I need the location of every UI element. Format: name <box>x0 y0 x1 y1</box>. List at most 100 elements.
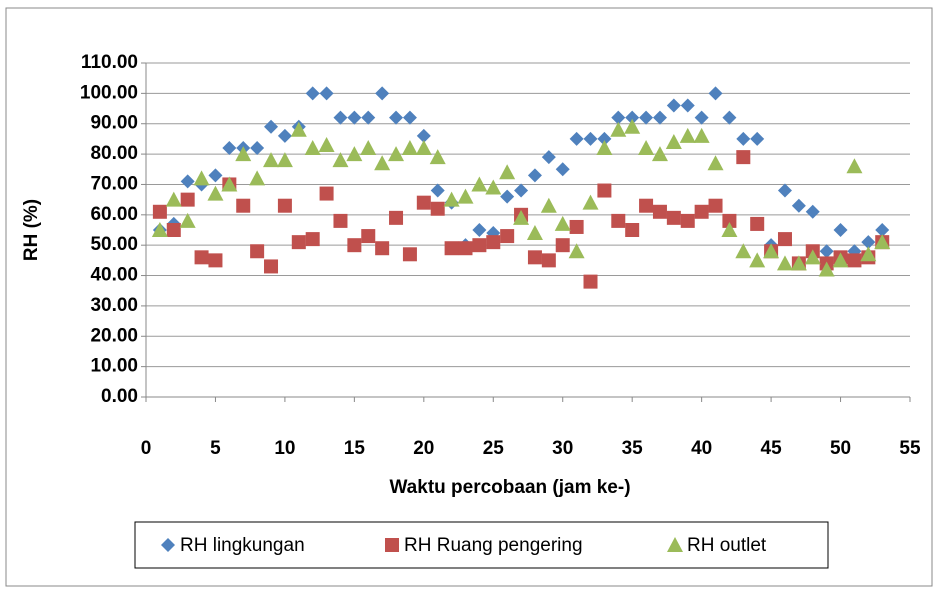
point <box>304 140 321 156</box>
point <box>485 179 502 195</box>
point <box>458 241 473 256</box>
point <box>500 189 515 204</box>
point <box>847 253 862 268</box>
point <box>736 150 751 165</box>
point <box>180 174 195 189</box>
point <box>486 235 501 250</box>
chart-frame <box>5 7 933 587</box>
legend-label: RH lingkungan <box>180 535 305 556</box>
point <box>541 253 556 268</box>
x-tick-label: 10 <box>274 438 295 459</box>
x-tick-label: 15 <box>344 438 366 459</box>
point <box>736 131 751 146</box>
point <box>707 155 724 171</box>
point <box>527 168 542 183</box>
y-axis-title: RH (%) <box>21 199 42 261</box>
point <box>457 188 474 204</box>
x-tick-label: 25 <box>483 438 505 459</box>
y-tick-label: 10.00 <box>90 356 138 377</box>
point <box>444 241 459 256</box>
point <box>639 110 654 125</box>
point <box>347 110 362 125</box>
point <box>596 140 613 156</box>
point <box>666 210 681 225</box>
point <box>860 246 877 262</box>
legend-label: RH outlet <box>687 535 767 556</box>
point <box>361 110 376 125</box>
y-tick-label: 20.00 <box>90 325 138 346</box>
point <box>319 186 334 201</box>
point <box>680 98 695 113</box>
x-axis-title: Waktu percobaan (jam ke-) <box>389 477 630 498</box>
y-tick-label: 110.00 <box>81 52 138 73</box>
point <box>665 133 682 149</box>
point <box>499 164 516 180</box>
point <box>402 110 417 125</box>
point <box>583 274 598 289</box>
point <box>277 198 292 213</box>
x-tick-label: 55 <box>899 438 921 459</box>
point <box>221 176 238 192</box>
point <box>276 152 293 168</box>
point <box>625 110 640 125</box>
point <box>360 140 377 156</box>
point <box>208 168 223 183</box>
point <box>777 232 792 247</box>
point <box>375 86 390 101</box>
legend-marker <box>667 537 683 552</box>
point <box>875 223 890 237</box>
point <box>347 238 362 253</box>
point <box>804 249 821 265</box>
point <box>250 141 265 156</box>
legend-marker <box>385 538 399 552</box>
point <box>569 219 584 234</box>
point <box>776 255 793 271</box>
point <box>763 243 780 259</box>
y-tick-label: 90.00 <box>90 113 138 134</box>
point <box>639 198 654 213</box>
point <box>430 201 445 216</box>
point <box>874 234 891 250</box>
point <box>568 243 585 259</box>
point <box>402 247 417 262</box>
x-tick-label: 30 <box>552 438 573 459</box>
point <box>346 146 363 162</box>
point <box>361 229 376 244</box>
point <box>179 212 196 228</box>
point <box>208 253 223 268</box>
point <box>861 235 876 250</box>
point <box>429 149 446 165</box>
point <box>611 213 626 228</box>
point <box>694 204 709 219</box>
point <box>750 131 765 146</box>
legend-box <box>134 521 829 569</box>
point <box>597 131 612 146</box>
point <box>513 209 530 225</box>
point <box>583 131 598 146</box>
point <box>527 250 542 265</box>
point <box>791 198 806 213</box>
point <box>236 198 251 213</box>
y-tick-label: 60.00 <box>90 204 138 225</box>
point <box>416 128 431 143</box>
point <box>610 121 627 137</box>
point <box>624 118 641 134</box>
point <box>290 121 307 137</box>
x-tick-label: 45 <box>761 438 783 459</box>
point <box>679 127 696 143</box>
point <box>430 183 445 198</box>
point <box>389 210 404 225</box>
point <box>415 140 432 156</box>
point <box>722 110 737 125</box>
point <box>305 232 320 247</box>
point <box>790 255 807 271</box>
point <box>749 252 766 268</box>
point <box>569 131 584 146</box>
point <box>319 86 334 101</box>
point <box>735 243 752 259</box>
point <box>305 86 320 101</box>
legend-marker <box>161 538 175 552</box>
point <box>277 128 292 143</box>
point <box>250 244 265 259</box>
